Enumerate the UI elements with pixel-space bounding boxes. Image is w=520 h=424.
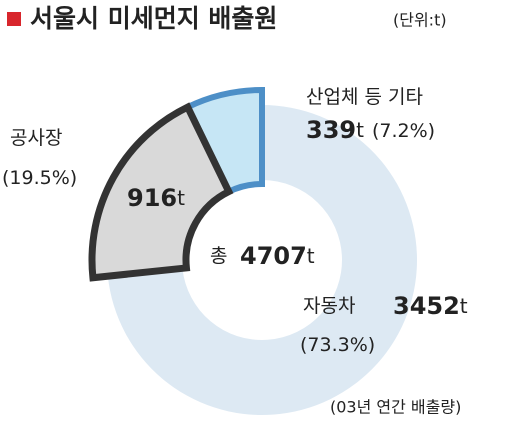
total-text: 4707t: [240, 242, 315, 270]
unit: t: [307, 244, 315, 268]
slice: [88, 102, 234, 282]
chart-subtitle: (단위:t): [393, 11, 447, 30]
slice-percent: (19.5%): [2, 167, 77, 189]
value-label: 339: [306, 116, 356, 144]
value-label: 916: [127, 184, 177, 212]
title-marker: [7, 12, 21, 26]
unit: t: [177, 186, 185, 210]
percent-label: (7.2%): [372, 120, 435, 142]
chart-title: 서울시 미세먼지 배출원: [30, 4, 277, 33]
unit: t: [460, 294, 468, 318]
slice-label: 공사장: [10, 127, 62, 149]
total-value: 4707: [240, 242, 307, 270]
category-label: 산업체 등 기타: [306, 86, 423, 108]
slice-value: 339t: [306, 116, 364, 144]
chart-note: (03년 연간 배출량): [330, 398, 461, 417]
slice-percent: (7.2%): [372, 120, 435, 142]
total-label: 총: [210, 245, 227, 267]
slice-value: 916t: [127, 184, 185, 212]
slice-label: 자동차: [303, 295, 355, 317]
total-name: 총: [210, 245, 227, 267]
percent-label: (19.5%): [2, 167, 77, 189]
slice-value: 3452t: [393, 292, 468, 320]
unit: t: [356, 118, 364, 142]
category-label: 자동차: [303, 295, 355, 317]
slice-label: 산업체 등 기타: [306, 86, 423, 108]
slice-percent: (73.3%): [300, 334, 375, 356]
value-label: 3452: [393, 292, 460, 320]
percent-label: (73.3%): [300, 334, 375, 356]
slice: [107, 105, 417, 415]
category-label: 공사장: [10, 127, 62, 149]
